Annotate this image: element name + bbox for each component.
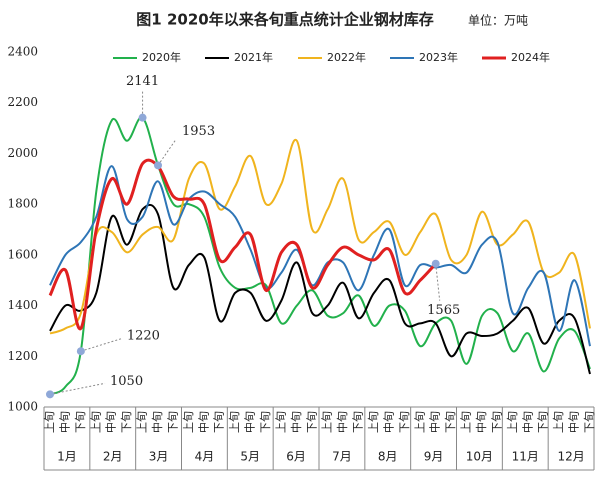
y-tick-label: 1600: [7, 247, 38, 261]
legend-label: 2022年: [327, 50, 366, 64]
x-tick-label: 中旬: [105, 411, 118, 433]
month-label: 1月: [57, 450, 77, 464]
y-tick-label: 2200: [7, 95, 38, 109]
x-tick-label: 下旬: [166, 411, 179, 433]
x-tick-label: 上旬: [274, 411, 287, 433]
x-tick-label: 中旬: [336, 411, 349, 433]
x-tick-label: 上旬: [552, 411, 565, 433]
y-tick-label: 2400: [7, 45, 38, 59]
month-label: 10月: [466, 450, 493, 464]
series-line: [48, 158, 437, 330]
annotation-label: 1050: [110, 374, 143, 389]
annotation-label: 1565: [427, 303, 460, 318]
x-tick-label: 中旬: [290, 411, 303, 433]
x-tick-label: 中旬: [568, 411, 581, 433]
x-tick-label: 中旬: [58, 411, 71, 433]
x-tick-label: 上旬: [89, 411, 102, 433]
legend-label: 2023年: [419, 50, 458, 64]
x-tick-label: 中旬: [475, 411, 488, 433]
month-label: 5月: [240, 450, 260, 464]
month-label: 9月: [424, 450, 444, 464]
unit-label: 单位：万吨: [468, 13, 528, 28]
series-line: [49, 165, 591, 347]
month-label: 6月: [286, 450, 306, 464]
x-tick-label: 上旬: [506, 411, 519, 433]
series-line: [49, 116, 591, 396]
x-tick-label: 下旬: [213, 411, 226, 433]
x-tick-label: 下旬: [120, 411, 133, 433]
annotation-point: [154, 161, 162, 170]
x-tick-label: 下旬: [490, 411, 503, 433]
x-tick-label: 中旬: [151, 411, 164, 433]
x-tick-label: 上旬: [228, 411, 241, 433]
x-tick-label: 下旬: [444, 411, 457, 433]
annotation-leader: [435, 263, 441, 301]
series-line: [49, 203, 591, 375]
annotation-leader: [157, 139, 177, 166]
annotation-leader: [80, 337, 124, 352]
x-tick-label: 下旬: [74, 411, 87, 433]
chart-title: 图1 2020年以来各旬重点统计企业钢材库存: [136, 11, 433, 29]
annotation-point: [46, 390, 54, 399]
x-tick-label: 中旬: [244, 411, 257, 433]
annotation-label: 1953: [182, 124, 215, 139]
month-label: 4月: [195, 450, 215, 464]
legend-label: 2020年: [142, 50, 181, 64]
annotation-point: [138, 113, 147, 122]
annotation-point: [76, 347, 85, 356]
x-tick-label: 中旬: [521, 411, 534, 433]
x-tick-label: 中旬: [382, 411, 395, 433]
legend-label: 2024年: [511, 50, 550, 64]
annotation-leader: [49, 382, 106, 395]
month-label: 3月: [149, 450, 169, 464]
x-tick-label: 下旬: [398, 411, 411, 433]
x-tick-label: 下旬: [305, 411, 318, 433]
x-tick-label: 上旬: [136, 411, 149, 433]
month-label: 7月: [332, 450, 352, 464]
x-tick-label: 上旬: [43, 411, 56, 433]
month-label: 11月: [512, 450, 539, 464]
annotation-label: 2141: [126, 74, 159, 89]
month-label: 2月: [103, 450, 123, 464]
annotation-label: 1220: [127, 329, 160, 344]
month-label: 12月: [557, 450, 584, 464]
x-tick-label: 下旬: [352, 411, 365, 433]
x-tick-label: 下旬: [537, 411, 550, 433]
x-tick-label: 上旬: [367, 411, 380, 433]
y-tick-label: 1800: [7, 197, 38, 211]
x-tick-label: 上旬: [182, 411, 195, 433]
x-tick-label: 下旬: [259, 411, 272, 433]
x-tick-label: 中旬: [429, 411, 442, 433]
y-tick-label: 1200: [7, 349, 38, 363]
x-tick-label: 上旬: [460, 411, 473, 433]
x-tick-label: 中旬: [197, 411, 210, 433]
x-tick-label: 上旬: [413, 411, 426, 433]
x-tick-label: 下旬: [583, 411, 596, 433]
month-label: 8月: [378, 450, 398, 464]
y-tick-label: 1000: [7, 400, 38, 414]
legend-label: 2021年: [234, 50, 273, 64]
y-tick-label: 1400: [7, 298, 38, 312]
x-tick-label: 上旬: [321, 411, 334, 433]
annotation-point: [431, 259, 440, 268]
y-tick-label: 2000: [7, 146, 38, 160]
